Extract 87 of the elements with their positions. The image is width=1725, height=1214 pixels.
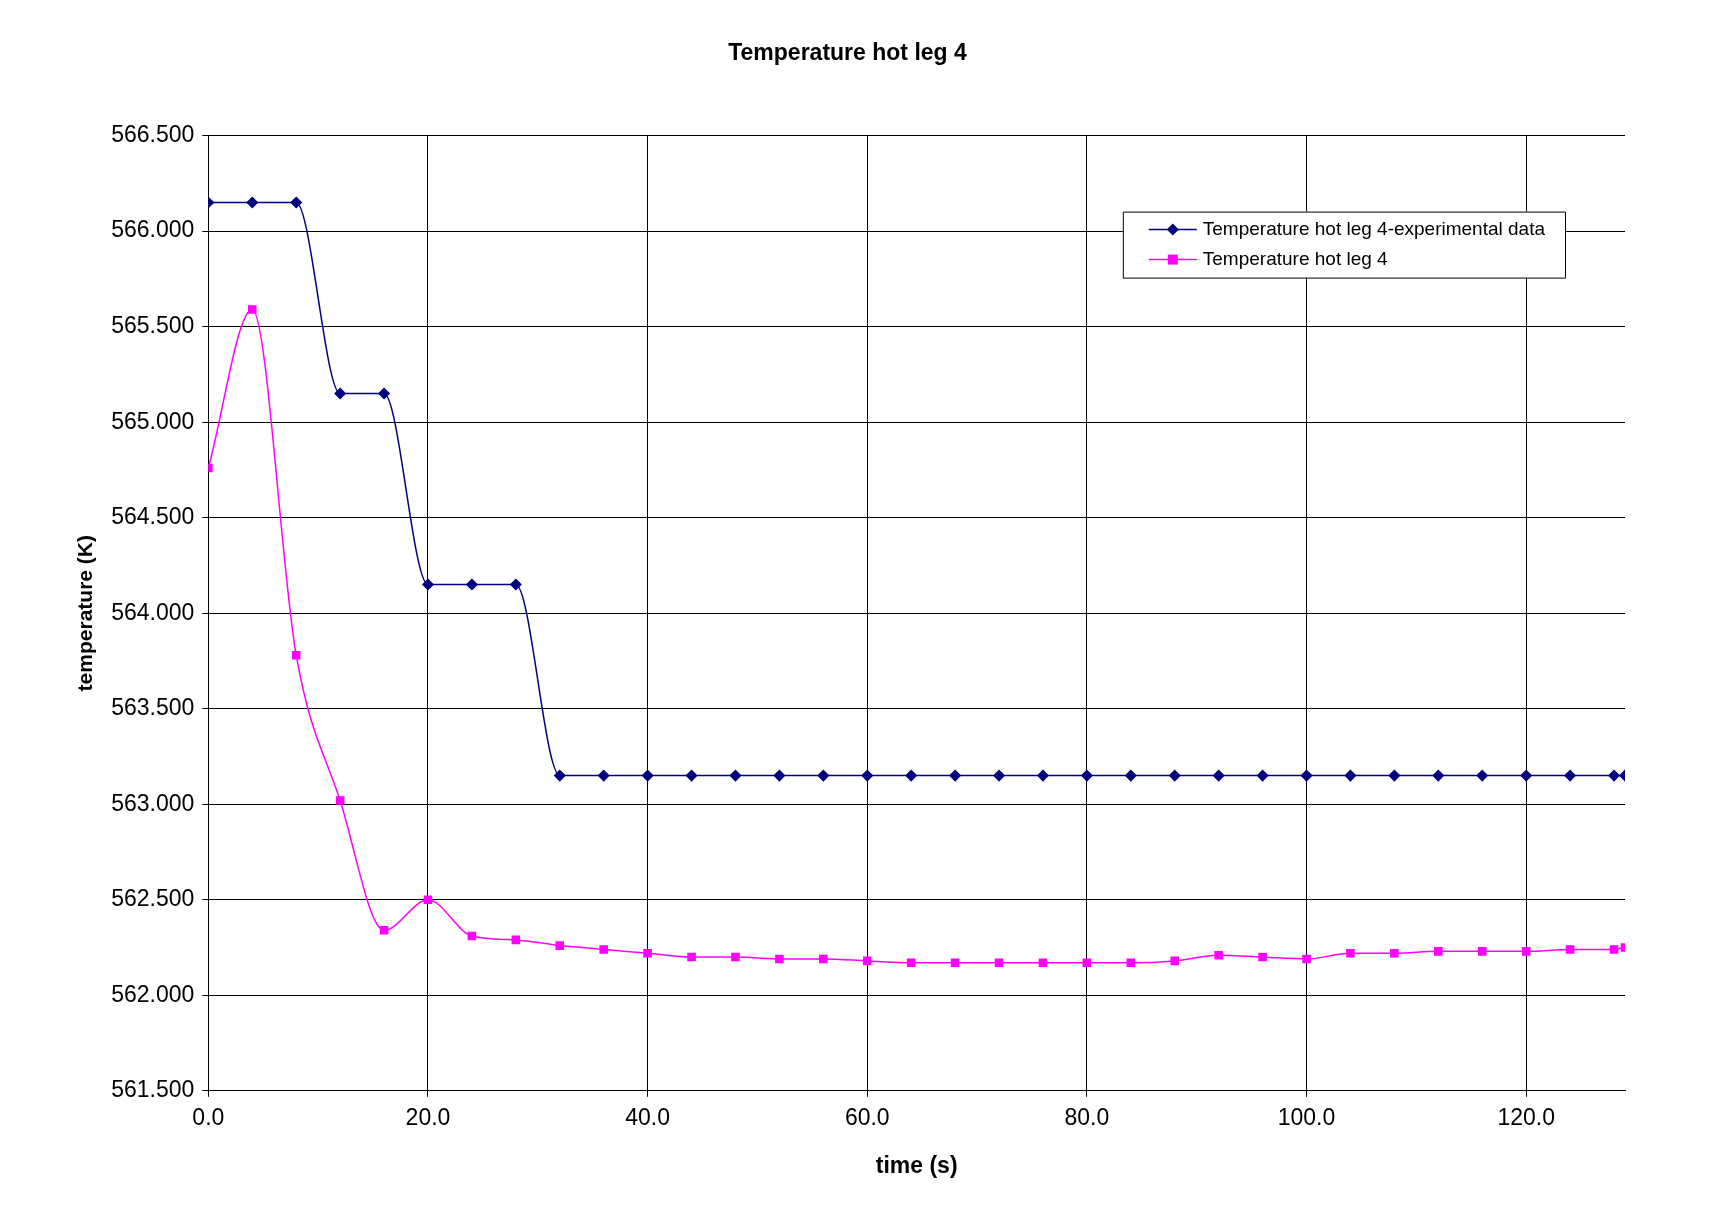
point (467, 931, 477, 941)
point (510, 578, 522, 591)
x-axis-title: time (s) (875, 1151, 958, 1178)
point (1126, 958, 1136, 968)
point (554, 769, 566, 782)
point (1300, 769, 1313, 782)
point (1477, 947, 1487, 956)
chart-title: Temperature hot leg 4 (728, 39, 967, 66)
point (1432, 769, 1445, 782)
point (1434, 947, 1443, 956)
x-tick-label: 40.0 (625, 1103, 670, 1130)
point (1082, 958, 1092, 968)
point (1081, 769, 1093, 782)
point (1170, 956, 1180, 966)
point (1520, 769, 1532, 782)
point (643, 948, 652, 958)
point (817, 769, 830, 782)
x-tick-label: 80.0 (1064, 1103, 1110, 1130)
point (599, 945, 608, 954)
point (729, 769, 742, 782)
point (819, 954, 828, 964)
y-tick-label: 565.000 (111, 407, 195, 434)
point (861, 769, 873, 782)
point (555, 941, 565, 950)
point (775, 954, 784, 964)
point (685, 769, 698, 782)
point (1214, 950, 1223, 960)
point (1476, 769, 1488, 782)
point (905, 769, 917, 782)
point (597, 769, 610, 782)
point (687, 952, 696, 962)
point (950, 958, 960, 968)
y-tick-label: 566.500 (111, 120, 195, 147)
y-tick-label: 563.000 (111, 789, 195, 816)
point (1125, 769, 1137, 782)
point (773, 769, 786, 782)
point (291, 650, 301, 660)
point (334, 387, 346, 400)
y-axis-title: temperature (K) (73, 535, 97, 692)
point (731, 952, 740, 962)
x-tick-label: 0.0 (192, 1103, 225, 1130)
point (1302, 954, 1311, 964)
point (511, 935, 521, 945)
point (1521, 947, 1531, 956)
legend-label: Temperature hot leg 4 (1202, 247, 1389, 269)
y-tick-label: 566.000 (111, 216, 195, 243)
point (862, 956, 872, 966)
point (1038, 958, 1048, 968)
x-tick-label: 100.0 (1277, 1103, 1336, 1130)
point (994, 958, 1004, 968)
y-tick-label: 564.000 (111, 598, 195, 625)
x-tick-label: 120.0 (1497, 1103, 1555, 1130)
point (641, 769, 654, 782)
point (1388, 769, 1401, 782)
point (1256, 769, 1269, 782)
y-tick-label: 562.000 (111, 980, 195, 1007)
y-tick-label: 561.500 (111, 1076, 195, 1103)
point (1390, 948, 1399, 958)
y-tick-label: 564.500 (111, 503, 195, 530)
legend-label: Temperature hot leg 4-experimental data (1202, 217, 1546, 239)
point (1212, 769, 1225, 782)
point (247, 305, 257, 314)
y-tick-label: 565.500 (111, 311, 195, 338)
point (1609, 945, 1619, 954)
point (1344, 769, 1357, 782)
point (378, 387, 390, 400)
point (1258, 952, 1267, 962)
point (993, 769, 1005, 782)
point (1565, 945, 1575, 954)
x-tick-label: 20.0 (405, 1103, 451, 1130)
point (1346, 948, 1355, 958)
point (466, 578, 478, 591)
x-tick-label: 60.0 (844, 1103, 890, 1130)
point (949, 769, 961, 782)
point (422, 578, 434, 591)
y-tick-label: 562.500 (111, 885, 195, 912)
point (335, 796, 345, 805)
point (1564, 769, 1576, 782)
point (1037, 769, 1049, 782)
point (1608, 769, 1620, 782)
point (379, 926, 389, 935)
point (246, 196, 259, 209)
point (423, 895, 433, 905)
point (1168, 769, 1181, 782)
point (290, 196, 302, 209)
y-tick-label: 563.500 (111, 694, 195, 721)
point (906, 958, 916, 968)
